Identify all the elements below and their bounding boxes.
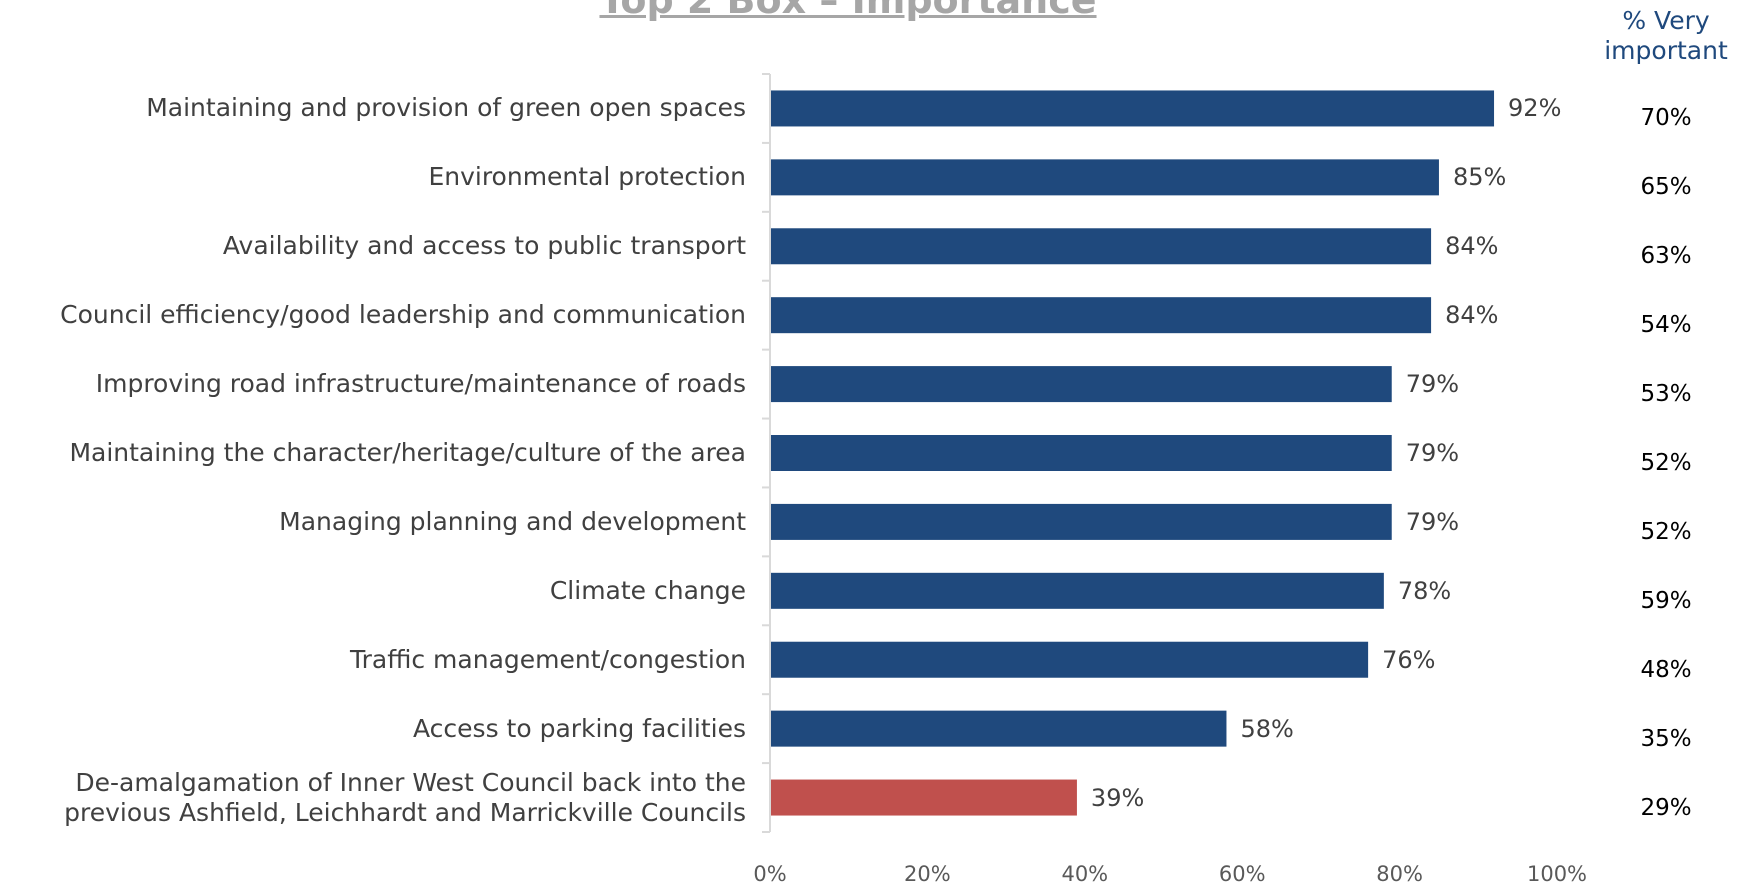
bar [771, 90, 1495, 127]
very-important-value: 53% [1640, 381, 1692, 408]
data-label: 79% [1405, 370, 1460, 399]
x-tick-label: 40% [1061, 862, 1109, 886]
very-important-value: 65% [1640, 174, 1692, 201]
data-label: 58% [1240, 714, 1294, 743]
bar [771, 779, 1077, 816]
data-label: 79% [1405, 439, 1460, 467]
x-tick-label: 100% [1526, 862, 1588, 886]
data-label: 84% [1445, 232, 1499, 261]
bar [771, 710, 1227, 747]
category-label: Council efficiency/good leadership and c… [60, 300, 746, 330]
very-important-value: 59% [1640, 587, 1692, 614]
data-label: 78% [1397, 576, 1452, 605]
data-label: 92% [1508, 94, 1562, 123]
data-label: 85% [1452, 163, 1507, 192]
category-label: Improving road infrastructure/maintenanc… [95, 369, 746, 399]
data-label: 76% [1382, 645, 1436, 674]
bar [771, 228, 1432, 265]
data-label: 79% [1405, 507, 1460, 536]
category-label: Climate change [549, 575, 746, 605]
very-important-value: 48% [1640, 656, 1692, 683]
very-important-header: % Very important [1604, 6, 1728, 65]
x-tick-label: 0% [753, 862, 787, 886]
data-label: 84% [1445, 301, 1499, 330]
category-label: Managing planning and development [279, 506, 746, 536]
very-important-value: 70% [1640, 105, 1692, 132]
very-important-value: 35% [1640, 725, 1692, 752]
bar [771, 366, 1392, 403]
bar [771, 641, 1369, 678]
bar [771, 572, 1384, 609]
category-label: Availability and access to public transp… [222, 231, 746, 261]
category-label: Maintaining the character/heritage/cultu… [69, 438, 746, 467]
category-label: Environmental protection [428, 162, 746, 192]
very-important-value: 29% [1640, 794, 1692, 821]
category-label: Maintaining and provision of green open … [146, 93, 746, 123]
bar [771, 297, 1432, 334]
x-tick-label: 60% [1218, 862, 1266, 886]
bar [771, 159, 1439, 196]
very-important-value: 63% [1640, 243, 1692, 270]
very-important-value: 52% [1640, 450, 1692, 476]
category-label: Traffic management/congestion [350, 644, 746, 674]
very-important-value: 54% [1640, 312, 1692, 339]
x-tick-label: 20% [904, 862, 951, 886]
very-important-value: 52% [1640, 518, 1692, 545]
chart-title: Top 2 Box – Importance [599, 0, 1097, 22]
bar [771, 435, 1392, 471]
bar [771, 503, 1392, 540]
x-tick-label: 80% [1376, 862, 1423, 886]
data-label: 39% [1090, 783, 1145, 812]
category-label: Access to parking facilities [413, 713, 746, 743]
category-label: De-amalgamation of Inner West Council ba… [64, 767, 746, 827]
